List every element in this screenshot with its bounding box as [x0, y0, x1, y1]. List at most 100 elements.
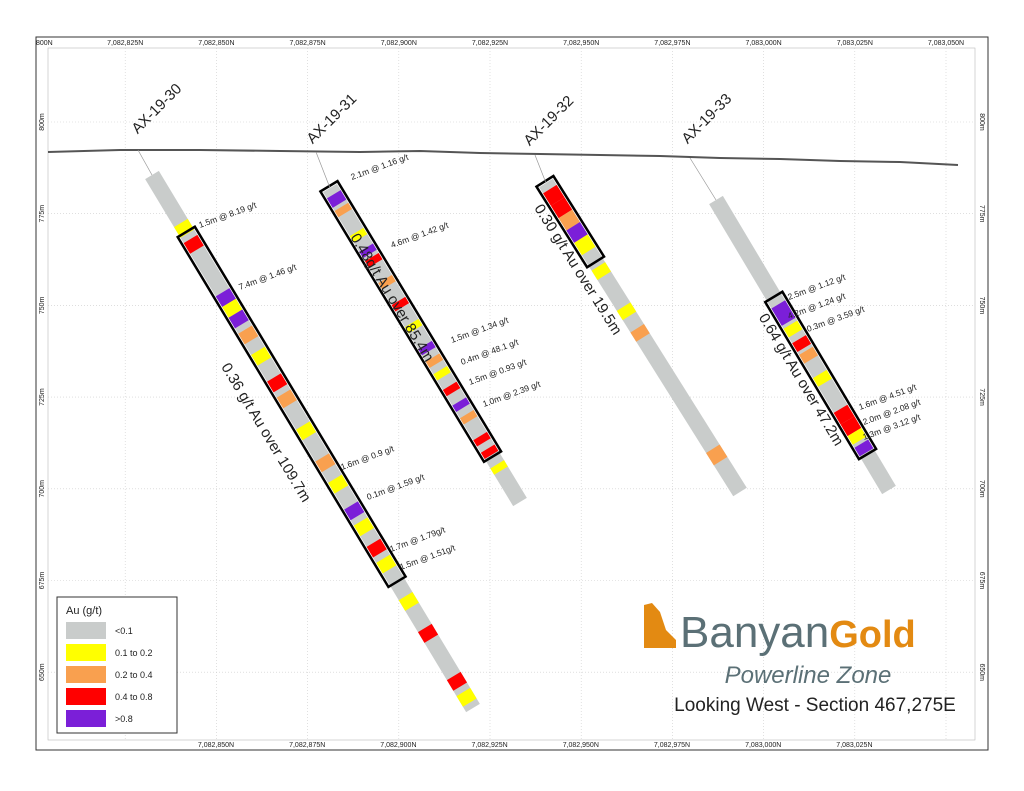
north-label-top: 7,082,875N	[289, 40, 325, 47]
collar-trace	[315, 151, 331, 189]
legend-swatch	[66, 666, 106, 683]
hole-name: AX-19-33	[678, 90, 735, 147]
assay-interval	[490, 460, 508, 475]
brand-2: Gold	[829, 614, 916, 656]
legend-swatch	[66, 688, 106, 705]
drill-hole	[709, 195, 896, 495]
assay-interval	[847, 427, 867, 445]
elevation-label-left: 700m	[39, 480, 46, 498]
assay-interval	[376, 554, 397, 574]
assay-interval	[215, 288, 236, 308]
logo-text: BanyanGold	[680, 608, 916, 657]
assay-label: 1.5m @ 1.34 g/t	[449, 315, 510, 345]
assay-interval	[334, 202, 353, 218]
elevation-label-left: 725m	[39, 388, 46, 406]
assay-interval	[267, 373, 288, 393]
north-label-bottom: 7,082,925N	[471, 742, 507, 749]
legend-label: <0.1	[115, 626, 133, 636]
assay-label: 2.1m @ 1.16 g/t	[349, 152, 410, 182]
north-label-top: 7,082,975N	[654, 40, 690, 47]
assay-interval	[404, 318, 423, 334]
assay-interval	[459, 409, 478, 425]
legend-label: 0.1 to 0.2	[115, 648, 153, 658]
north-label-top: 7,082,900N	[381, 40, 417, 47]
assay-interval	[550, 197, 573, 219]
assay-label: 0.1m @ 1.59 g/t	[365, 472, 426, 502]
elevation-label-right: 750m	[978, 297, 985, 315]
logo-subtitle: Powerline Zone	[725, 662, 892, 689]
elevation-label-right: 700m	[978, 480, 985, 498]
north-label-top: 7,083,000N	[745, 40, 781, 47]
grid: 800N 7,082,825N 7,082,850N 7,082,875N 7,082,…	[36, 40, 985, 749]
north-label-bottom: 7,082,950N	[563, 742, 599, 749]
north-label-top: 7,082,950N	[563, 40, 599, 47]
assay-interval	[783, 320, 803, 338]
elevation-label-left: 675m	[39, 572, 46, 590]
legend-swatch	[66, 644, 106, 661]
assay-interval	[446, 671, 468, 691]
elevation-label-left: 650m	[39, 663, 46, 681]
collar-trace	[689, 157, 717, 201]
topography	[47, 149, 959, 166]
assay-interval	[616, 302, 637, 321]
elevation-label-left: 750m	[39, 296, 46, 314]
assay-interval	[326, 190, 347, 208]
hole-name: AX-19-30	[128, 80, 185, 137]
assay-interval	[359, 243, 377, 259]
assay-interval	[238, 325, 259, 345]
legend-title: Au (g/t)	[66, 605, 102, 617]
assay-interval	[771, 300, 796, 326]
intercept-box	[534, 174, 606, 269]
assay-interval	[630, 323, 650, 342]
frame	[35, 36, 989, 751]
legend-swatch	[66, 710, 106, 727]
assay-interval	[854, 439, 874, 457]
assay-interval	[364, 252, 383, 268]
north-label-top: 7,082,925N	[472, 40, 508, 47]
elevation-label-right: 650m	[978, 663, 985, 681]
intercept-summary: 0.48g/t Au over 85.4m	[347, 230, 438, 364]
assay-interval	[344, 501, 365, 521]
assay-interval	[251, 346, 272, 366]
hole-name: AX-19-32	[520, 92, 577, 149]
intercept-box	[175, 225, 408, 589]
collar-trace	[137, 149, 153, 176]
north-label-bottom: 7,082,900N	[380, 742, 416, 749]
assay-label: 4.6m @ 1.42 g/t	[389, 220, 450, 250]
north-label-top: 7,082,850N	[198, 40, 234, 47]
drill-hole	[534, 174, 747, 497]
assay-interval	[315, 453, 336, 473]
north-label-bottom: 7,082,850N	[198, 742, 234, 749]
legend-label: 0.4 to 0.8	[115, 692, 153, 702]
north-label-bottom: 7,082,875N	[289, 742, 325, 749]
elevation-label-right: 775m	[978, 205, 985, 223]
assay-interval	[480, 444, 499, 460]
legend-swatch	[66, 622, 106, 639]
assay-interval	[566, 222, 588, 243]
north-label-top: 7,083,025N	[837, 40, 873, 47]
north-label-bottom: 7,083,000N	[745, 742, 781, 749]
hole-name: AX-19-31	[303, 90, 360, 147]
assay-interval	[706, 444, 728, 466]
drill-hole	[318, 179, 527, 507]
assay-interval	[391, 296, 410, 312]
assay-interval	[378, 274, 396, 290]
assay-interval	[812, 369, 832, 387]
north-label-top: 800N	[36, 40, 53, 47]
assay-interval	[174, 218, 195, 238]
assay-interval	[833, 404, 855, 425]
assay-interval	[222, 298, 243, 318]
legend-items: <0.1 0.1 to 0.2 0.2 to 0.4 0.4 to 0.8 >0.8	[66, 622, 153, 727]
assay-interval	[349, 227, 368, 243]
elevation-label-right: 675m	[978, 572, 985, 590]
north-label-top: 7,083,050N	[928, 40, 964, 47]
assay-interval	[296, 421, 317, 441]
assay-interval	[591, 262, 611, 280]
elevation-label-right: 800m	[978, 113, 985, 131]
assay-interval	[840, 416, 862, 437]
assay-interval	[183, 234, 204, 254]
assay-interval	[425, 353, 444, 368]
north-label-top: 7,082,825N	[107, 40, 143, 47]
assay-interval	[442, 381, 461, 397]
assay-interval	[473, 431, 491, 447]
